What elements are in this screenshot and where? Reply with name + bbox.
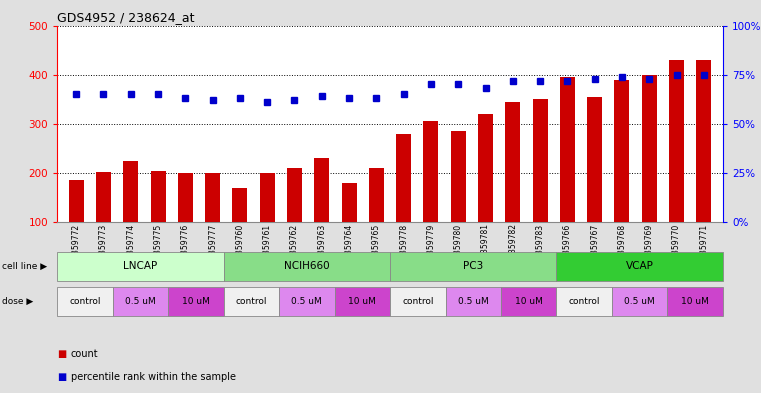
Text: cell line ▶: cell line ▶ [2,262,46,271]
Text: control: control [236,297,267,306]
Bar [260,173,275,222]
Bar [560,77,575,222]
Text: 10 uM: 10 uM [349,297,376,306]
Text: percentile rank within the sample: percentile rank within the sample [71,372,236,382]
Text: PC3: PC3 [463,261,483,271]
Bar [369,168,384,222]
Text: 10 uM: 10 uM [182,297,210,306]
Bar [232,187,247,222]
Text: 10 uM: 10 uM [681,297,709,306]
Text: LNCAP: LNCAP [123,261,158,271]
Bar [68,180,84,222]
Text: VCAP: VCAP [626,261,654,271]
Text: 10 uM: 10 uM [514,297,543,306]
Text: GDS4952 / 238624_at: GDS4952 / 238624_at [57,11,195,24]
Text: control: control [568,297,600,306]
Bar [669,60,684,222]
Bar [205,173,220,222]
Bar [696,60,712,222]
Text: dose ▶: dose ▶ [2,297,33,306]
Text: count: count [71,349,98,359]
Text: ■: ■ [57,372,66,382]
Text: NCIH660: NCIH660 [284,261,330,271]
Bar [96,172,111,222]
Bar [396,134,411,222]
Text: 0.5 uM: 0.5 uM [624,297,655,306]
Bar [505,102,521,222]
Bar [123,161,139,222]
Text: 0.5 uM: 0.5 uM [291,297,322,306]
Bar [342,183,357,222]
Bar [287,168,302,222]
Bar [587,97,602,222]
Bar [151,171,166,222]
Bar [533,99,548,222]
Bar [614,79,629,222]
Bar [451,131,466,222]
Text: ■: ■ [57,349,66,359]
Text: 0.5 uM: 0.5 uM [458,297,489,306]
Text: 0.5 uM: 0.5 uM [125,297,156,306]
Text: control: control [69,297,100,306]
Bar [423,121,438,222]
Text: control: control [402,297,434,306]
Bar [642,75,657,222]
Bar [178,173,193,222]
Bar [314,158,330,222]
Bar [478,114,493,222]
